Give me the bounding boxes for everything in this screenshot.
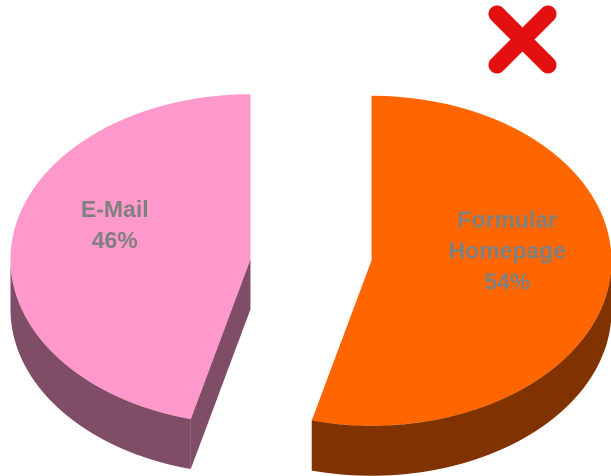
pie-slice — [311, 95, 611, 476]
value-label: 46% — [91, 227, 138, 254]
close-button[interactable] — [488, 5, 557, 74]
slice-label: Formular Homepage 54% — [437, 204, 577, 297]
slice-side — [311, 271, 611, 476]
close-icon-stroke — [488, 5, 557, 74]
pie — [10, 94, 611, 476]
slice-cut-face — [190, 259, 251, 470]
slice-label: E-Mail 46% — [45, 194, 185, 256]
pie-slice — [10, 94, 251, 470]
slice-top — [311, 95, 611, 426]
value-label: 54% — [484, 268, 531, 295]
slice-top — [10, 94, 251, 420]
slice-side — [10, 259, 191, 470]
category-label: Formular Homepage — [448, 206, 567, 264]
category-label: E-Mail — [80, 196, 149, 223]
